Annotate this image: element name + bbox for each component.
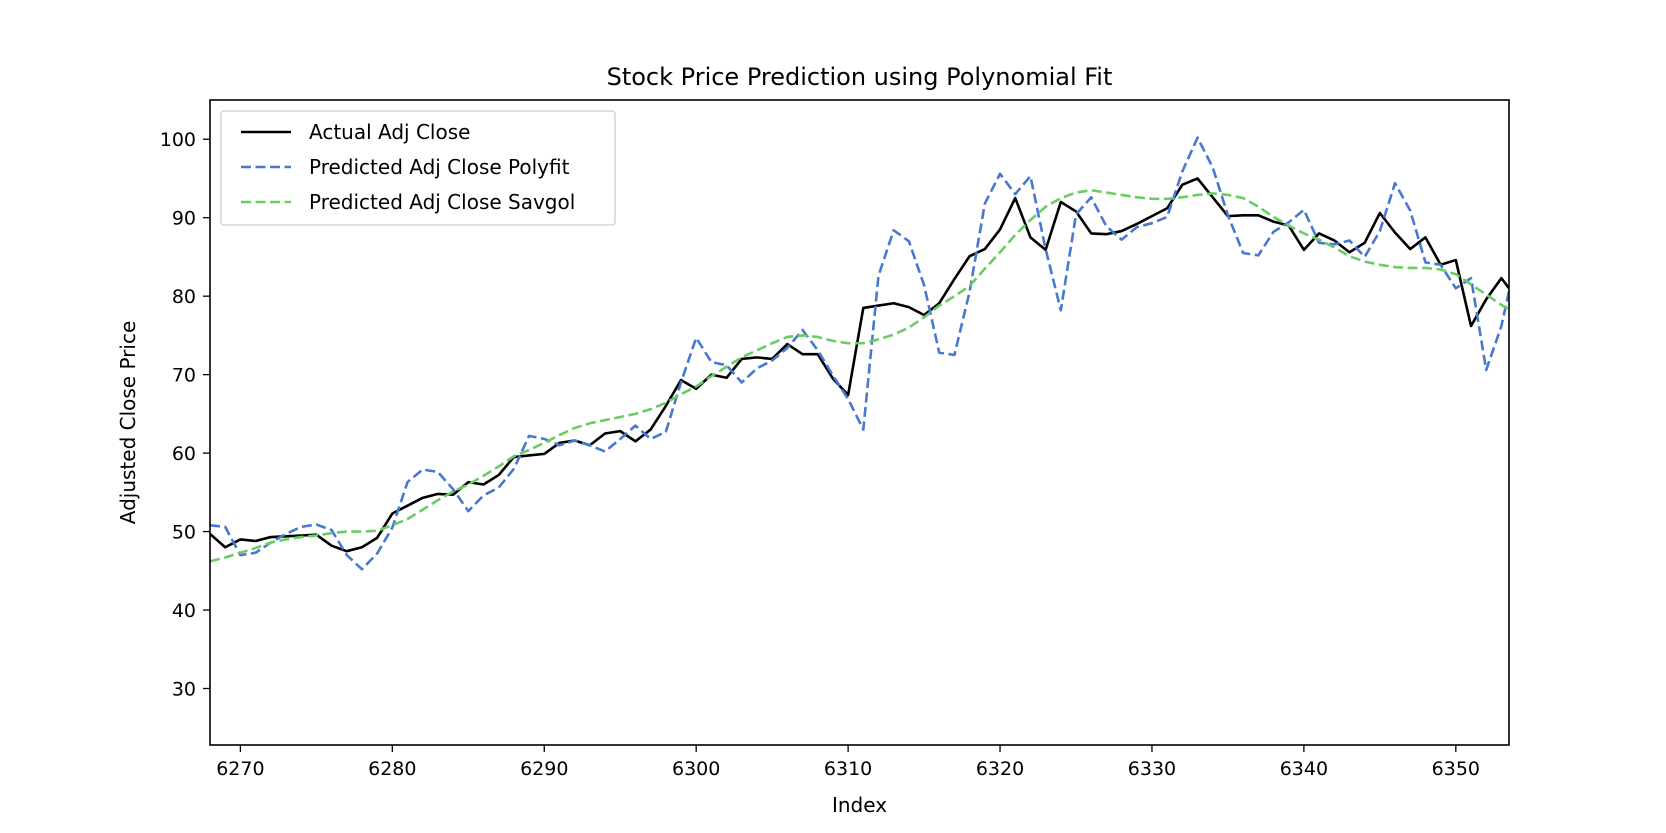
series-layer (210, 136, 1509, 571)
x-tick-label: 6290 (520, 758, 568, 780)
x-tick-label: 6270 (216, 758, 264, 780)
y-axis-label: Adjusted Close Price (116, 321, 140, 525)
y-tick-label: 30 (172, 679, 196, 701)
x-tick-label: 6330 (1128, 758, 1176, 780)
x-axis-label: Index (832, 793, 887, 817)
series-line-2 (210, 136, 1509, 571)
x-tick-label: 6340 (1280, 758, 1328, 780)
plot-area-frame (209, 99, 1510, 746)
series-line-3 (210, 188, 1509, 563)
y-tick-label: 70 (172, 365, 196, 387)
legend-label: Actual Adj Close (309, 120, 470, 144)
series-line-1 (210, 177, 1509, 553)
ticks-layer: 6270 6280 6290 6300 6310 6320 6330 6340 6350 30 40… (160, 129, 1480, 780)
y-tick-label: 80 (172, 286, 196, 308)
x-tick-label: 6350 (1432, 758, 1480, 780)
y-tick-label: 50 (172, 522, 196, 544)
legend-box (220, 110, 616, 226)
y-tick-label: 100 (160, 129, 196, 151)
x-tick-label: 6300 (672, 758, 720, 780)
chart-title: Stock Price Prediction using Polynomial … (607, 63, 1113, 91)
y-tick-label: 90 (172, 208, 196, 230)
y-tick-label: 60 (172, 443, 196, 465)
x-tick-label: 6310 (824, 758, 872, 780)
legend-label: Predicted Adj Close Savgol (309, 190, 575, 214)
legend-label: Predicted Adj Close Polyfit (309, 155, 570, 179)
legend: Actual Adj Close Predicted Adj Close Poly… (220, 110, 616, 226)
y-tick-label: 40 (172, 600, 196, 622)
x-tick-label: 6320 (976, 758, 1024, 780)
x-tick-label: 6280 (368, 758, 416, 780)
